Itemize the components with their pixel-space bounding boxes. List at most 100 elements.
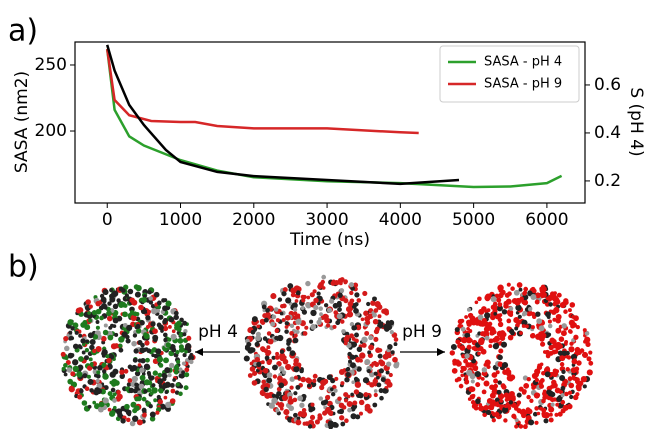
atom: [338, 402, 345, 409]
atom: [386, 353, 392, 359]
atom: [497, 361, 504, 367]
atom: [259, 389, 266, 396]
atom: [345, 372, 351, 378]
atom: [494, 411, 500, 418]
atom: [560, 385, 566, 391]
atom: [353, 308, 359, 314]
atom: [501, 309, 508, 315]
atom: [275, 318, 280, 323]
atom: [162, 382, 169, 389]
atom: [300, 411, 308, 418]
atom: [163, 337, 169, 343]
atom: [137, 363, 142, 367]
atom: [175, 350, 180, 355]
atom: [96, 388, 102, 395]
atom: [497, 393, 505, 400]
atom: [329, 387, 334, 392]
atom: [120, 418, 126, 424]
atom: [249, 366, 256, 372]
arrow-head: [195, 348, 203, 356]
atom: [295, 384, 301, 390]
atom: [468, 386, 475, 393]
atom: [350, 413, 357, 420]
atom: [112, 303, 119, 310]
atom: [132, 388, 138, 394]
atom: [332, 324, 337, 329]
atom: [561, 369, 566, 374]
atom: [567, 403, 573, 410]
atom: [249, 347, 255, 352]
atom: [322, 378, 329, 385]
atom: [484, 359, 491, 366]
atom: [305, 377, 312, 384]
atom: [276, 390, 282, 397]
atom: [268, 402, 275, 409]
atom: [132, 333, 138, 338]
atom: [125, 334, 130, 340]
atom: [555, 299, 561, 305]
atom: [183, 329, 188, 334]
line: [105, 44, 460, 186]
atom: [473, 405, 479, 411]
atom: [464, 348, 471, 355]
atom: [496, 297, 502, 303]
atom: [118, 347, 124, 353]
atom: [243, 355, 250, 362]
atom: [481, 318, 487, 323]
atom: [177, 337, 184, 344]
atom: [366, 369, 371, 373]
atom: [302, 294, 307, 300]
atom: [343, 341, 348, 346]
atom: [451, 368, 458, 374]
atom: [548, 417, 554, 423]
atom: [282, 287, 288, 293]
atom: [527, 290, 533, 296]
atom: [309, 292, 315, 298]
atom: [555, 328, 561, 334]
atom: [319, 312, 323, 317]
atom: [473, 366, 478, 372]
atom: [110, 343, 118, 350]
atom: [124, 403, 130, 410]
atom: [364, 330, 370, 336]
atom: [461, 353, 466, 359]
atom: [295, 329, 300, 335]
atom: [504, 397, 509, 402]
atom: [75, 307, 82, 314]
atom: [112, 398, 117, 403]
atom: [378, 348, 383, 353]
atom: [465, 337, 473, 344]
atom: [471, 358, 477, 364]
atom: [68, 336, 73, 341]
atom: [153, 398, 158, 403]
atom: [135, 328, 142, 334]
atom: [173, 310, 179, 316]
atom: [118, 286, 124, 292]
atom: [496, 389, 502, 395]
atom: [87, 378, 94, 385]
atom: [63, 335, 69, 342]
atom: [169, 398, 176, 404]
x-tick-label: 3000: [305, 210, 348, 230]
atom: [169, 382, 175, 388]
atom: [455, 339, 461, 345]
atom: [143, 363, 151, 370]
atom: [454, 327, 460, 333]
atom: [355, 414, 361, 420]
atom: [372, 312, 377, 318]
atom: [85, 299, 91, 305]
atom: [464, 379, 470, 385]
atom: [308, 406, 314, 412]
atom: [333, 310, 339, 315]
x-tick-label: 4000: [379, 210, 422, 230]
atom: [480, 377, 485, 381]
atom: [319, 384, 325, 391]
atom: [458, 383, 464, 389]
atom: [110, 387, 116, 393]
atom: [377, 353, 383, 359]
atom: [167, 337, 172, 342]
atom: [573, 334, 579, 340]
atom: [143, 389, 148, 394]
atom: [546, 389, 552, 395]
atom: [534, 368, 541, 375]
